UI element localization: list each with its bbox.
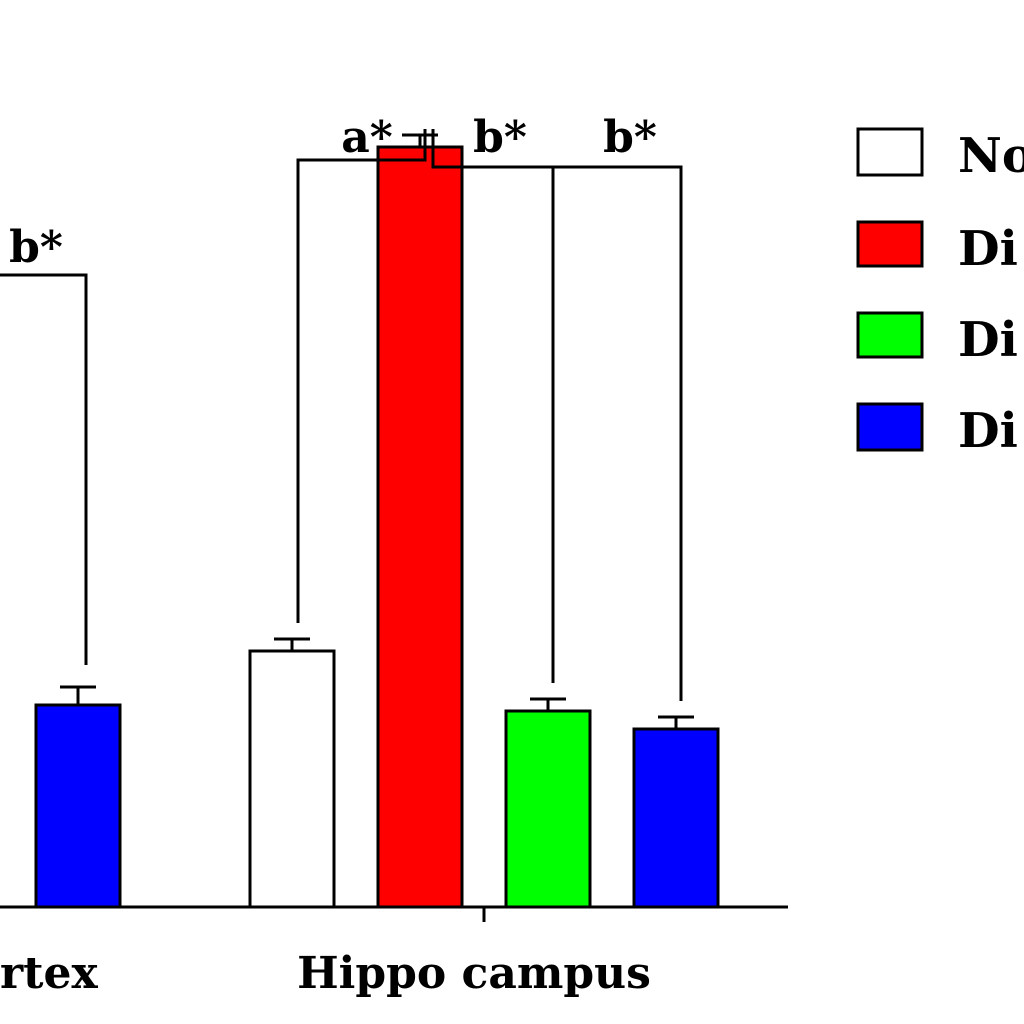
bar-diabetic-blue-hippocampus: [632, 727, 720, 909]
legend: No Di Di Di: [856, 127, 1024, 459]
legend-label-normal: No: [958, 128, 1024, 184]
sig-label-hippo-normal: a*: [341, 112, 393, 163]
legend-label-blue: Di: [958, 403, 1018, 459]
x-tick-label-cortex: rtex: [0, 948, 99, 999]
bracket-hippo-blue: [431, 129, 683, 701]
bracket-cortex: [0, 273, 88, 665]
bar-diabetic-red-hippocampus: [376, 145, 464, 909]
legend-label-red: Di: [958, 221, 1018, 277]
sig-label-hippo-blue: b*: [603, 112, 657, 163]
legend-swatch-green: [856, 311, 924, 359]
x-tick-label-hippocampus: Hippo campus: [297, 948, 651, 999]
bar-normal-hippocampus: [248, 649, 336, 909]
sig-label-cortex: b*: [9, 222, 63, 273]
bracket-hippo-normal: [296, 129, 427, 623]
legend-swatch-blue: [856, 402, 924, 452]
bar-diabetic-green-hippocampus: [504, 709, 592, 909]
bar-diabetic-blue-cortex: [34, 703, 122, 909]
legend-swatch-normal: [856, 127, 924, 177]
sig-label-hippo-green: b*: [473, 112, 527, 163]
legend-label-green: Di: [958, 312, 1018, 368]
legend-swatch-red: [856, 220, 924, 268]
